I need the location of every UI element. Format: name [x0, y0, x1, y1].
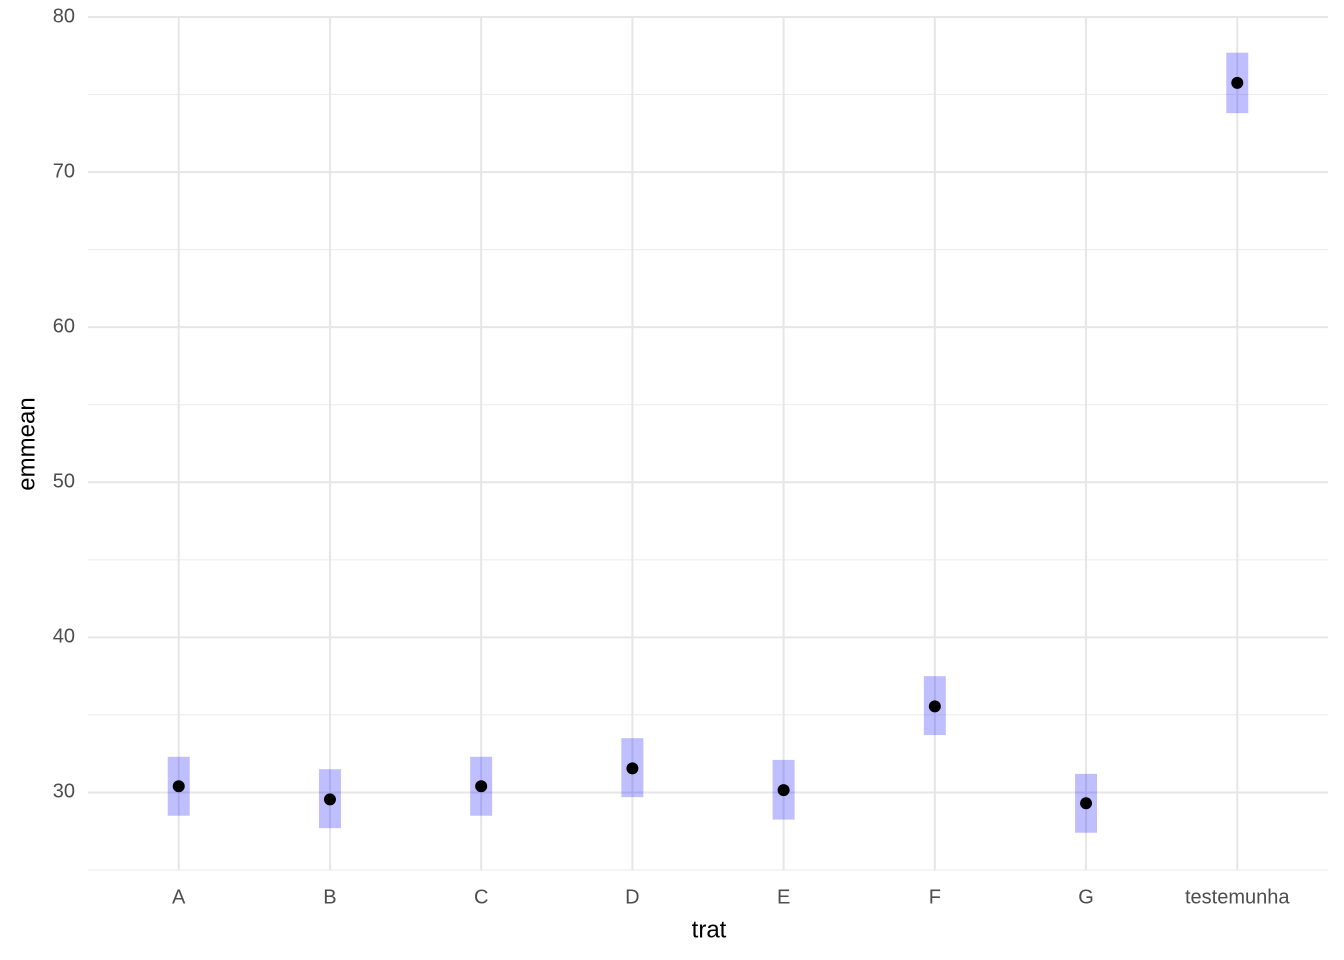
point [1080, 797, 1093, 810]
x-tick-label: A [172, 886, 186, 908]
y-tick-label: 80 [53, 5, 75, 27]
point [172, 780, 185, 793]
point [323, 793, 336, 806]
x-tick-label: E [777, 886, 790, 908]
x-tick-label: F [929, 886, 941, 908]
y-tick-label: 40 [53, 626, 75, 648]
x-tick-label: C [474, 886, 488, 908]
x-tick-label: D [625, 886, 639, 908]
point [928, 700, 941, 713]
y-axis-title: emmean [13, 397, 40, 490]
x-tick-label: testemunha [1185, 886, 1290, 908]
point [475, 780, 488, 793]
y-tick-label: 30 [53, 781, 75, 803]
point [626, 762, 639, 775]
y-tick-label: 60 [53, 315, 75, 337]
x-tick-label: B [323, 886, 336, 908]
point [1231, 76, 1244, 89]
y-tick-label: 50 [53, 471, 75, 493]
y-tick-label: 70 [53, 160, 75, 182]
point [777, 784, 790, 797]
x-tick-label: G [1078, 886, 1094, 908]
x-axis-title: trat [692, 916, 727, 943]
